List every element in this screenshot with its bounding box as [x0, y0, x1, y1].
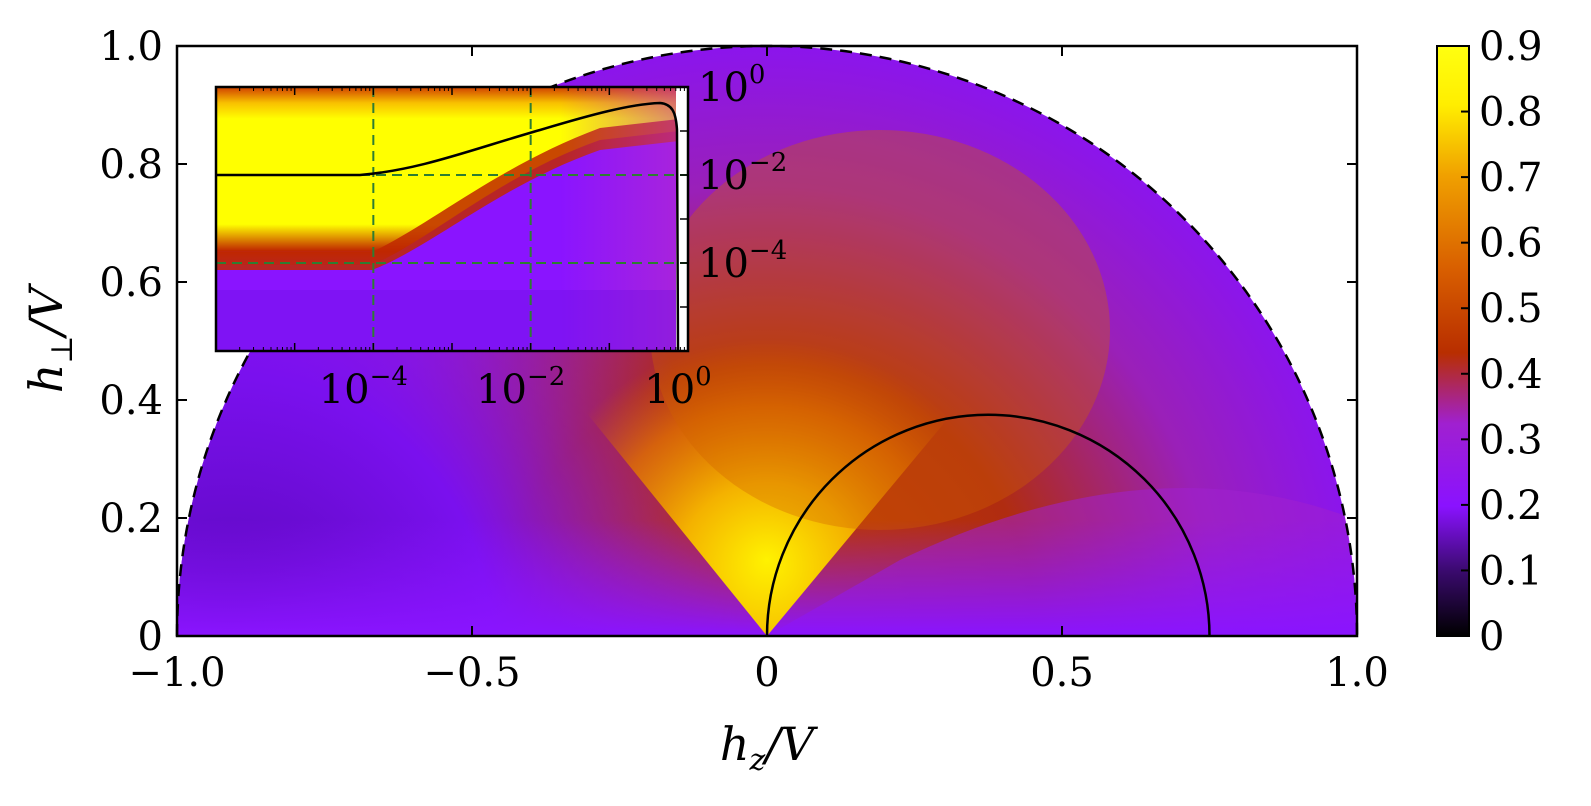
y-tick-label: 0: [138, 614, 163, 660]
x-tick-label: 0: [754, 650, 779, 696]
inset-y-tick-label: 100: [698, 60, 765, 111]
heatmap-upper-glow: [650, 130, 1110, 530]
y-tick-label: 0.2: [99, 496, 163, 542]
main-x-tick-labels: −1.0 −0.5 0 0.5 1.0: [128, 650, 1388, 696]
y-axis-label-rest: /V: [19, 282, 73, 339]
colorbar-tick-label: 0.9: [1479, 24, 1543, 70]
x-tick-label: 0.5: [1030, 650, 1094, 696]
inset-contour: [216, 101, 680, 352]
inset-guide-lines: [216, 87, 688, 351]
x-tick-label: −0.5: [423, 650, 520, 696]
inset-x-tick-label: 100: [644, 362, 711, 413]
main-ticks: [176, 45, 1358, 637]
colorbar-tick-label: 0.6: [1479, 221, 1543, 267]
colorbar-tick-label: 0.4: [1479, 352, 1543, 398]
colorbar: [1436, 45, 1470, 637]
main-y-tick-labels: 0 0.2 0.4 0.6 0.8 1.0: [99, 24, 163, 660]
x-tick-label: −1.0: [128, 650, 225, 696]
inset-x-tick-label: 10−4: [319, 362, 408, 413]
contour-semicircle: [765, 413, 1211, 637]
colorbar-tick-label: 0.5: [1479, 286, 1543, 332]
inset-ticks: [215, 86, 689, 352]
y-axis-label: h⊥/V: [19, 282, 80, 393]
x-axis-label-sub: z: [749, 743, 766, 778]
x-axis-label-rest: /V: [761, 717, 818, 771]
colorbar-tick-label: 0.2: [1479, 483, 1543, 529]
x-tick-label: 1.0: [1325, 650, 1389, 696]
colorbar-ticks: 0 0.1 0.2 0.3 0.4 0.5 0.6 0.7 0.8 0.9: [1461, 24, 1543, 660]
x-axis-label: hz/V: [720, 717, 819, 778]
inset-y-tick-label: 10−4: [698, 236, 787, 287]
inset-y-tick-label: 10−2: [698, 148, 787, 199]
inset: 10−4 10−2 100 100 10−2 10−4: [214, 60, 788, 413]
inset-tick-labels: 10−4 10−2 100 100 10−2 10−4: [319, 60, 788, 413]
colorbar-tick-label: 0.3: [1479, 417, 1543, 463]
heatmap-core: [560, 290, 980, 636]
inset-x-tick-label: 10−2: [476, 362, 565, 413]
y-tick-label: 0.4: [99, 378, 163, 424]
y-axis-label-sub: ⊥: [45, 335, 80, 363]
y-tick-label: 1.0: [99, 24, 163, 70]
x-axis-label-main: h: [720, 717, 750, 771]
inset-heatmap-bottom-shade: [216, 290, 688, 351]
y-axis-label-main: h: [19, 364, 73, 394]
colorbar-tick-label: 0.1: [1479, 548, 1543, 594]
colorbar-tick-label: 0: [1479, 614, 1504, 660]
inset-heatmap-right-fade: [560, 87, 688, 351]
y-tick-label: 0.6: [99, 260, 163, 306]
y-tick-label: 0.8: [99, 142, 163, 188]
colorbar-tick-label: 0.8: [1479, 90, 1543, 136]
colorbar-tick-label: 0.7: [1479, 155, 1543, 201]
